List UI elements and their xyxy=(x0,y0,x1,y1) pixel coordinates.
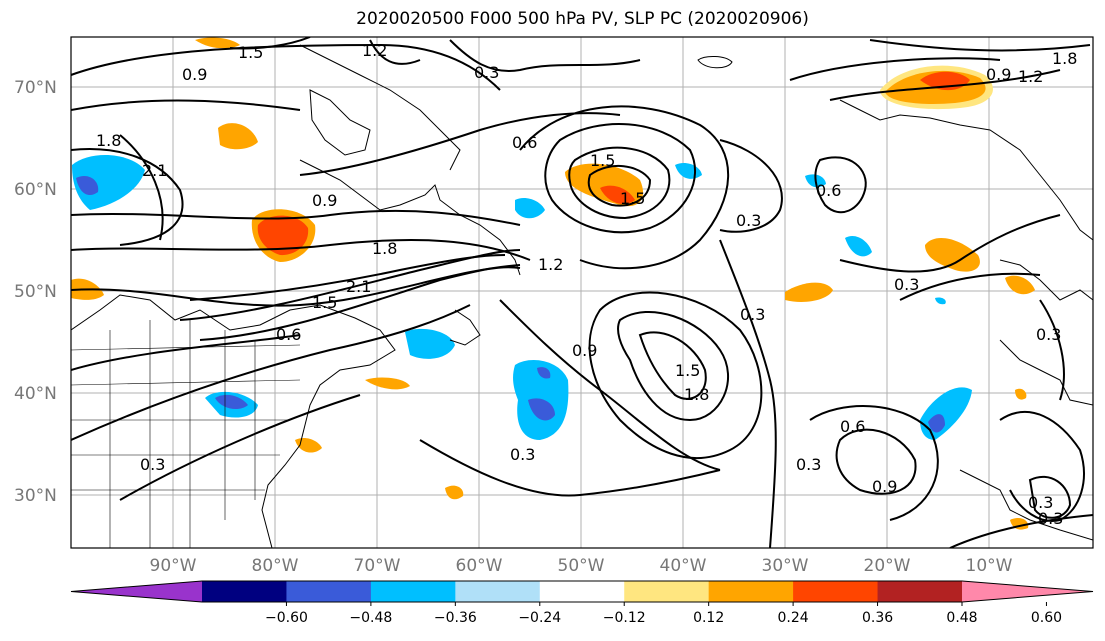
contour-label: 1.2 xyxy=(362,41,387,60)
colorbar-extend-low xyxy=(71,581,202,602)
colorbar-segment xyxy=(708,581,794,602)
colorbar-segment xyxy=(286,581,372,602)
lon-label: 50°W xyxy=(558,556,605,576)
contour-label: 0.3 xyxy=(510,445,535,464)
contour-label: 0.3 xyxy=(1028,493,1053,512)
colorbar-tick-label: −0.48 xyxy=(349,610,392,626)
lat-label: 40°N xyxy=(14,384,57,404)
lat-label: 30°N xyxy=(14,486,57,506)
state-borders xyxy=(71,320,301,548)
pv-positive-shading xyxy=(71,37,1035,530)
colorbar-tick-label: 0.48 xyxy=(946,610,977,626)
contour-label: 0.3 xyxy=(736,211,761,230)
contour-label: 1.5 xyxy=(675,361,700,380)
contour-label: 1.5 xyxy=(312,293,337,312)
contour-label: 2.1 xyxy=(142,161,167,180)
colorbar-tick-label: −0.60 xyxy=(265,610,308,626)
lon-label: 60°W xyxy=(456,556,503,576)
lon-label: 10°W xyxy=(966,556,1013,576)
contour-label: 0.9 xyxy=(986,65,1011,84)
contour-label: 1.8 xyxy=(96,131,121,150)
colorbar-tick-label: 0.24 xyxy=(778,610,809,626)
lat-label: 70°N xyxy=(14,78,57,98)
contour-label: 0.3 xyxy=(796,455,821,474)
contour-label: 0.9 xyxy=(572,341,597,360)
map-title: 2020020500 F000 500 hPa PV, SLP PC (2020… xyxy=(356,9,809,29)
colorbar-segment xyxy=(370,581,456,602)
colorbar-segment xyxy=(455,581,541,602)
colorbar-segment xyxy=(793,581,879,602)
lon-label: 30°W xyxy=(762,556,809,576)
contour-label: 2.1 xyxy=(346,277,371,296)
contour-label: 1.2 xyxy=(538,255,563,274)
colorbar-segment xyxy=(877,581,963,602)
contour-label: 1.2 xyxy=(1018,67,1043,86)
lon-label: 40°W xyxy=(660,556,707,576)
contour-label: 0.9 xyxy=(872,477,897,496)
colorbar-outline xyxy=(70,580,1094,603)
contour-label: 0.9 xyxy=(312,191,337,210)
latitude-labels: 70°N 60°N 50°N 40°N 30°N xyxy=(14,78,57,506)
contour-label: 1.5 xyxy=(590,151,615,170)
longitude-labels: 90°W 80°W 70°W 60°W 50°W 40°W 30°W 20°W … xyxy=(150,556,1013,576)
lon-label: 80°W xyxy=(252,556,299,576)
coastlines xyxy=(71,44,1093,548)
colorbar-tick-labels: −0.60 −0.48 −0.36 −0.24 −0.12 0.12 0.24 0.36 0.4… xyxy=(265,602,1062,626)
colorbar-tick-label: −0.24 xyxy=(518,610,561,626)
lon-label: 70°W xyxy=(354,556,401,576)
contour-label: 0.3 xyxy=(1038,509,1063,528)
lon-label: 90°W xyxy=(150,556,197,576)
contour-lines xyxy=(71,37,1093,548)
contour-label: 1.5 xyxy=(620,189,645,208)
contour-label: 1.8 xyxy=(684,385,709,404)
contour-label: 0.9 xyxy=(182,65,207,84)
colorbar-extend-high xyxy=(962,581,1093,602)
contour-label: 0.6 xyxy=(840,417,865,436)
lat-label: 60°N xyxy=(14,180,57,200)
colorbar-tick-label: −0.12 xyxy=(603,610,646,626)
contour-label: 0.3 xyxy=(740,305,765,324)
contour-label: 1.5 xyxy=(238,43,263,62)
contour-label: 0.6 xyxy=(276,325,301,344)
map-background xyxy=(71,37,1093,548)
colorbar-tick-label: 0.12 xyxy=(693,610,724,626)
lon-label: 20°W xyxy=(864,556,911,576)
contour-label: 0.3 xyxy=(474,63,499,82)
map-frame xyxy=(70,36,1094,549)
colorbar-segment xyxy=(624,581,710,602)
colorbar-segment xyxy=(202,581,287,602)
colorbar-tick-label: −0.36 xyxy=(434,610,477,626)
lat-label: 50°N xyxy=(14,282,57,302)
contour-label: 0.3 xyxy=(1036,325,1061,344)
colorbar-segment xyxy=(539,581,625,602)
contour-label: 0.6 xyxy=(512,133,537,152)
colorbar-tick-label: 0.36 xyxy=(862,610,893,626)
contour-label: 0.3 xyxy=(894,275,919,294)
colorbar-tick-label: 0.60 xyxy=(1031,610,1062,626)
pv-negative-shading xyxy=(72,154,972,440)
contour-label-group: 1.5 1.2 0.9 0.3 1.8 0.6 2.1 1.8 1.5 0.9 … xyxy=(96,41,1077,528)
contour-label: 0.3 xyxy=(140,455,165,474)
colorbar xyxy=(70,580,1094,603)
contour-label: 0.6 xyxy=(816,181,841,200)
contour-label: 1.8 xyxy=(1052,49,1077,68)
contour-label: 1.8 xyxy=(372,239,397,258)
